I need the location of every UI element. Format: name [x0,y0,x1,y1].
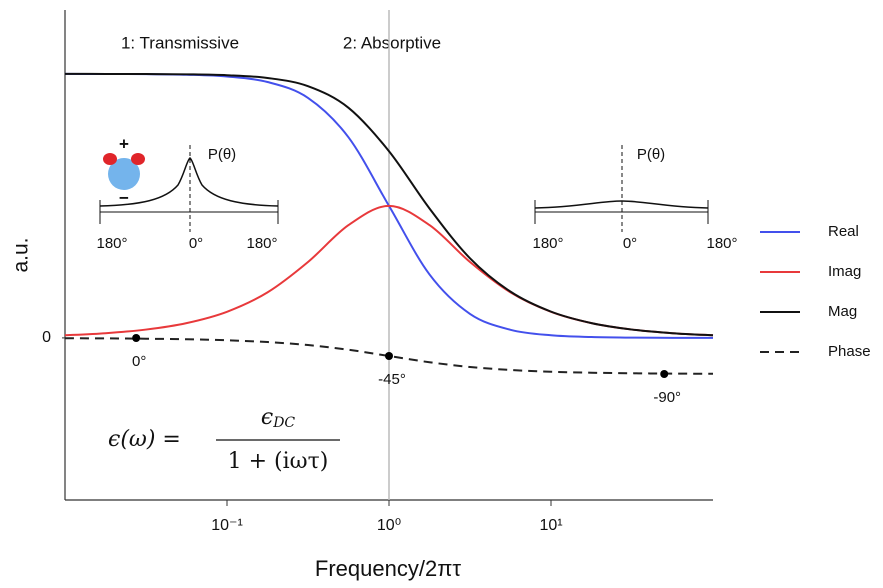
inset: P(θ) 180° 0° 180° [532,145,738,252]
series-line [64,337,714,375]
inset-tick-label: 0° [623,235,637,252]
x-tick-label: 10¹ [539,517,562,534]
y-axis-label: a.u. [10,237,33,272]
inset-tick-label: 180° [96,235,127,252]
inset-tick-label: 0° [189,235,203,252]
inset-label: P(θ) [637,146,665,163]
formula-denominator: 1 + (iωτ) [228,449,329,474]
phase-marker [385,352,393,360]
region-label: 2: Absorptive [343,33,441,52]
phase-marker-label: -45° [378,371,406,388]
legend-label: Imag [828,263,861,280]
formula-subscript: DC [272,415,295,431]
legend-label: Real [828,223,859,240]
series-line [64,72,714,337]
dipole-label: − [119,188,129,207]
inset-curve [99,157,279,207]
inset-curve [534,200,709,209]
formula: ϵ(ω) = ϵDC 1 + (iωτ) [108,405,340,474]
dipole-charge [131,153,145,165]
phase-marker-label: 0° [132,353,146,370]
inset: + − P(θ) 180° 0° 180° [96,134,279,252]
x-tick-label: 10⁻¹ [211,517,243,534]
formula-numerator: ϵDC [261,405,296,431]
phase-marker [132,334,141,342]
x-tick-label: 10⁰ [377,517,401,534]
dipole [108,158,140,190]
formula-symbol: ϵ [261,405,273,430]
y-tick-label: 0 [42,329,51,346]
inset-tick-label: 180° [706,235,737,252]
phase-marker-label: -90° [653,389,681,406]
inset-tick-label: 180° [532,235,563,252]
inset-tick-label: 180° [246,235,277,252]
x-axis-label: Frequency/2πτ [315,556,461,581]
formula-lhs: ϵ(ω) = [108,427,181,452]
dipole-label: + [119,134,129,153]
inset-label: P(θ) [208,146,236,163]
dipole-charge [103,153,117,165]
region-label: 1: Transmissive [121,33,239,52]
legend-label: Mag [828,303,857,320]
phase-marker [660,370,669,378]
legend-label: Phase [828,343,871,360]
